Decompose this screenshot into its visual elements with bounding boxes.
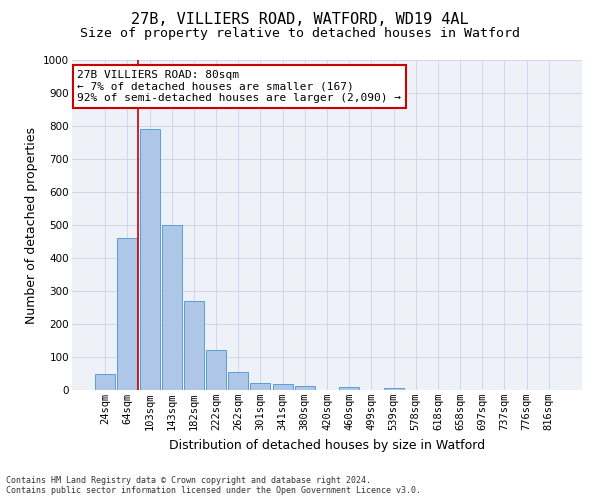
X-axis label: Distribution of detached houses by size in Watford: Distribution of detached houses by size … (169, 438, 485, 452)
Bar (95, 374, 115, 390)
Text: Size of property relative to detached houses in Watford: Size of property relative to detached ho… (80, 28, 520, 40)
Bar (228, 372, 248, 390)
Bar (162, 225, 182, 390)
Bar (339, 386, 359, 390)
Bar (184, 301, 204, 390)
Bar (250, 384, 271, 390)
Text: 27B, VILLIERS ROAD, WATFORD, WD19 4AL: 27B, VILLIERS ROAD, WATFORD, WD19 4AL (131, 12, 469, 28)
Text: Contains HM Land Registry data © Crown copyright and database right 2024.
Contai: Contains HM Land Registry data © Crown c… (6, 476, 421, 495)
Bar (295, 386, 315, 390)
Bar (206, 350, 226, 390)
Text: 27B VILLIERS ROAD: 80sqm
← 7% of detached houses are smaller (167)
92% of semi-d: 27B VILLIERS ROAD: 80sqm ← 7% of detache… (77, 70, 401, 103)
Y-axis label: Number of detached properties: Number of detached properties (25, 126, 38, 324)
Bar (118, 238, 137, 390)
Bar (140, 130, 160, 390)
Bar (272, 384, 293, 390)
Bar (383, 388, 404, 390)
